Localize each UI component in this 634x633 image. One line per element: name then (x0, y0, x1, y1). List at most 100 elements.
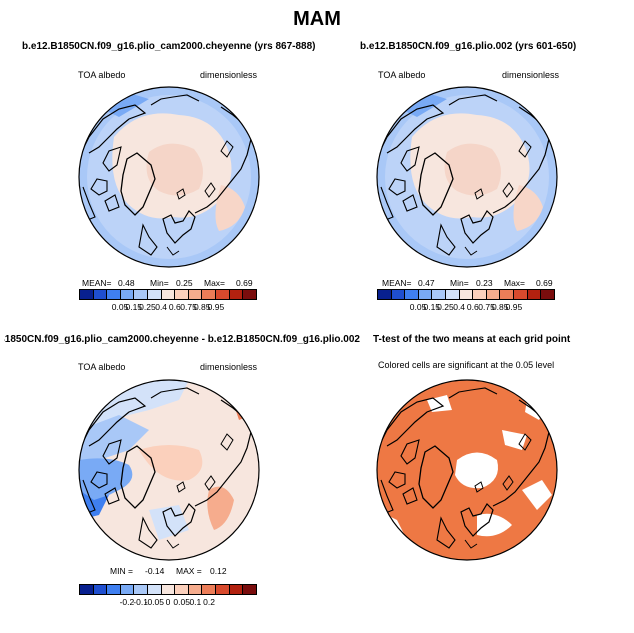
panel2-colorbar-color-swatch (500, 290, 515, 299)
panel2-colorbar-tick-label: 0.15 (423, 302, 441, 312)
panel1-colorbar-color-swatch (107, 290, 121, 299)
panel1-colorbar-color-swatch (93, 290, 108, 299)
panel1-polar-map (78, 86, 260, 268)
panel1-colorbar-tick-label: 0.75 (180, 302, 197, 312)
panel2-colorbar-tick-label: 0.05 (409, 302, 427, 312)
panel3-colorbar-color-swatch (134, 585, 149, 594)
panel1-variable: TOA albedo (78, 70, 126, 80)
panel3-colorbar-tick-label: 0.2 (203, 597, 215, 607)
panel2-colorbar-color-swatch (446, 290, 460, 299)
panel3-colorbar-color-swatch (80, 585, 94, 594)
panel2-colorbar-color-swatch (473, 290, 487, 299)
panel2-colorbar-tick-label: 0.25 (437, 302, 454, 312)
panel2-colorbar-tick-label: 0.6 (466, 302, 479, 312)
panel3-colorbar-tick-label: -0.2 (119, 597, 135, 607)
panel2-colorbar-tick-label: 0.4 (453, 302, 466, 312)
panel3-colorbar-tick-label: 0 (165, 597, 171, 607)
panel2-colorbar-color-swatch (432, 290, 447, 299)
figure-title: MAM (293, 8, 341, 30)
panel1-colorbar (79, 289, 257, 300)
panel3-colorbar-tick-label: -0.1 (133, 597, 148, 607)
panel3-colorbar-color-swatch (93, 585, 108, 594)
panel3-colorbar-ticks: -0.2 -0.1 -0.05 0 0.05 0.1 0.2 (79, 597, 257, 609)
panel3-colorbar-color-swatch (229, 585, 244, 594)
panel2-mean-label: MEAN= (382, 278, 412, 288)
panel3-min-value: -0.14 (145, 566, 165, 576)
panel2-min-label: Min= (450, 278, 469, 288)
panel3-colorbar (79, 584, 257, 595)
panel3-colorbar-color-swatch (120, 585, 135, 594)
panel4-title: T-test of the two means at each grid poi… (373, 334, 571, 345)
panel2-colorbar-color-swatch (514, 290, 528, 299)
panel2-title: b.e12.B1850CN.f09_g16.plio.002 (yrs 601-… (360, 41, 577, 52)
panel2-colorbar (377, 289, 555, 300)
panel2-polar-map (376, 86, 558, 268)
panel1-colorbar-tick-label: 0.15 (125, 302, 143, 312)
panel3-colorbar-color-swatch (188, 585, 203, 594)
panel4-note: Colored cells are significant at the 0.0… (378, 360, 555, 370)
panel3-colorbar-tick-label: -0.05 (144, 597, 164, 607)
panel3-variable: TOA albedo (78, 362, 126, 372)
panel2-colorbar-ticks: 0.05 0.15 0.25 0.4 0.6 0.75 0.85 0.95 (377, 302, 555, 314)
panel2-max-value: 0.69 (536, 278, 553, 288)
panel1-colorbar-tick-label: 0.95 (207, 302, 225, 312)
panel1-colorbar-tick-label: 0.85 (193, 302, 211, 312)
panel2-units: dimensionless (502, 70, 560, 80)
panel1-colorbar-color-swatch (202, 290, 217, 299)
panel1-colorbar-color-swatch (161, 290, 176, 299)
panel1-min-label: Min= (150, 278, 169, 288)
panel3-colorbar-color-swatch (175, 585, 189, 594)
panel2-colorbar-color-swatch (391, 290, 406, 299)
panel2-colorbar-color-swatch (486, 290, 501, 299)
panel3-polar-map (78, 379, 260, 561)
panel1-colorbar-ticks: 0.05 0.15 0.25 0.4 0.6 0.75 0.85 0.95 (79, 302, 257, 314)
panel1-units: dimensionless (200, 70, 258, 80)
panel2-colorbar-tick-label: 0.85 (491, 302, 509, 312)
panel1-colorbar-tick-label: 0.25 (139, 302, 156, 312)
panel3-min-label: MIN = (110, 566, 133, 576)
panel2-colorbar-color-swatch (527, 290, 542, 299)
panel2-variable: TOA albedo (378, 70, 426, 80)
panel3-units: dimensionless (200, 362, 258, 372)
panel2-colorbar-color-swatch (405, 290, 419, 299)
panel1-max-label: Max= (204, 278, 226, 288)
panel3-colorbar-color-swatch (107, 585, 121, 594)
panel3-colorbar-color-swatch (161, 585, 176, 594)
panel1-max-value: 0.69 (236, 278, 253, 288)
panel2-colorbar-color-swatch (541, 290, 554, 299)
panel2-mean-value: 0.47 (418, 278, 435, 288)
panel3-colorbar-tick-label: 0.1 (189, 597, 202, 607)
panel1-title: b.e12.B1850CN.f09_g16.plio_cam2000.cheye… (22, 41, 316, 52)
panel3-title-text: b.e12.B1850CN.f09_g16.plio_cam2000.cheye… (4, 334, 360, 345)
panel1-mean-value: 0.48 (118, 278, 135, 288)
panel3-title: b.e12.B1850CN.f09_g16.plio_cam2000.cheye… (4, 334, 360, 345)
panel3-colorbar-color-swatch (202, 585, 217, 594)
panel1-colorbar-color-swatch (80, 290, 94, 299)
panel3-max-value: 0.12 (210, 566, 227, 576)
panel1-colorbar-color-swatch (148, 290, 162, 299)
panel3-colorbar-tick-label: 0.05 (173, 597, 190, 607)
panel4-polar-map (376, 379, 558, 561)
panel1-colorbar-color-swatch (229, 290, 244, 299)
panel2-colorbar-color-swatch (378, 290, 392, 299)
panel1-min-value: 0.25 (176, 278, 193, 288)
panel3-colorbar-color-swatch (148, 585, 162, 594)
panel1-mean-label: MEAN= (82, 278, 112, 288)
panel1-colorbar-tick-label: 0.4 (155, 302, 168, 312)
panel1-colorbar-color-swatch (175, 290, 189, 299)
panel1-colorbar-color-swatch (188, 290, 203, 299)
panel2-max-label: Max= (504, 278, 526, 288)
panel3-max-label: MAX = (176, 566, 202, 576)
panel3-colorbar-color-swatch (243, 585, 256, 594)
panel2-colorbar-tick-label: 0.75 (478, 302, 495, 312)
panel1-colorbar-color-swatch (216, 290, 230, 299)
panel2-colorbar-color-swatch (418, 290, 433, 299)
panel2-colorbar-tick-label: 0.95 (505, 302, 523, 312)
panel1-colorbar-color-swatch (120, 290, 135, 299)
panel1-colorbar-color-swatch (134, 290, 149, 299)
panel1-colorbar-color-swatch (243, 290, 256, 299)
panel3-colorbar-color-swatch (216, 585, 230, 594)
panel2-min-value: 0.23 (476, 278, 493, 288)
panel2-colorbar-color-swatch (459, 290, 474, 299)
panel1-colorbar-tick-label: 0.6 (168, 302, 181, 312)
